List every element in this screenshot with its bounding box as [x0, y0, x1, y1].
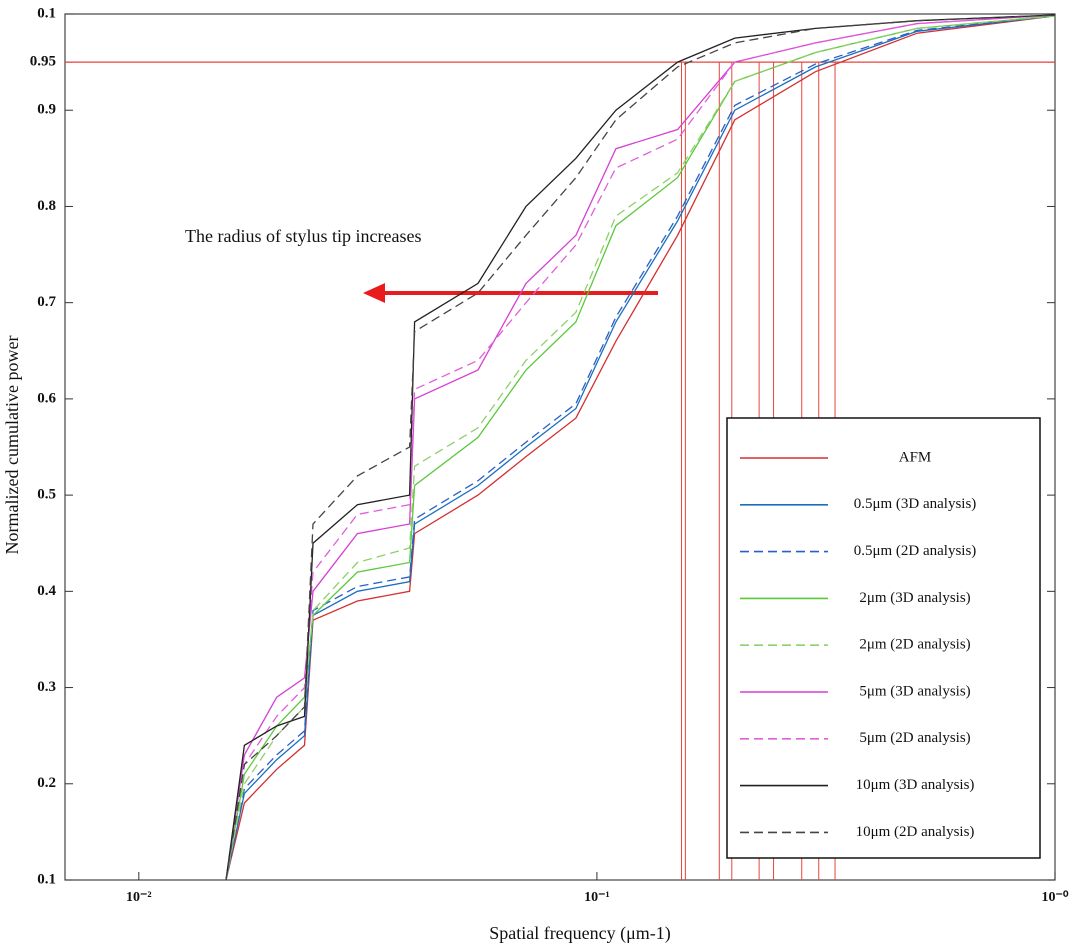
y-tick-label: 0.3 — [37, 679, 56, 695]
y-tick-label: 0.5 — [37, 487, 56, 503]
plot-frame — [64, 13, 1056, 881]
legend-label: 10μm (2D analysis) — [856, 824, 975, 840]
legend: AFM 0.5μm (3D analysis) 0.5μm (2D analysis… — [726, 417, 1041, 859]
legend-label: 10μm (3D analysis) — [856, 777, 975, 793]
series-line — [225, 14, 1056, 881]
y-tick-label: 0.7 — [37, 294, 56, 310]
y-tick-label: 0.6 — [37, 390, 56, 406]
series-line — [225, 15, 1056, 881]
legend-box — [726, 417, 1041, 859]
x-tick-label: 10⁻² — [126, 890, 152, 905]
x-tick-label: 10⁻⁰ — [1041, 890, 1068, 905]
arrow-head — [363, 283, 385, 303]
legend-label: 0.5μm (2D analysis) — [854, 543, 977, 559]
series-line — [225, 14, 1056, 881]
x-axis-label: Spatial frequency (μm-1) — [489, 923, 671, 944]
legend-label: 2μm (3D analysis) — [859, 590, 970, 606]
legend-label: 2μm (2D analysis) — [859, 637, 970, 653]
legend-label: 0.5μm (3D analysis) — [854, 496, 977, 512]
x-tick-label: 10⁻¹ — [584, 890, 610, 905]
annotation: The radius of stylus tip increases — [185, 226, 421, 246]
y-tick-label: 0.9 — [37, 102, 56, 118]
y-tick-label: 0.8 — [37, 198, 56, 214]
legend-label: 5μm (3D analysis) — [859, 683, 970, 699]
y-tick-label: 0.2 — [37, 775, 56, 791]
series-line — [225, 14, 1056, 881]
y-tick-label: 0.1 — [37, 871, 56, 887]
y-tick-label: 0.1 — [37, 5, 56, 21]
arrow — [363, 283, 658, 303]
legend-label: AFM — [899, 449, 932, 465]
y-axis-label: Normalized cumulative power — [2, 336, 22, 555]
y-tick-label: 0.95 — [30, 54, 56, 70]
y-tick-label: 0.4 — [37, 583, 56, 599]
series-line — [225, 15, 1056, 881]
series-line — [225, 15, 1056, 881]
legend-label: 5μm (2D analysis) — [859, 730, 970, 746]
